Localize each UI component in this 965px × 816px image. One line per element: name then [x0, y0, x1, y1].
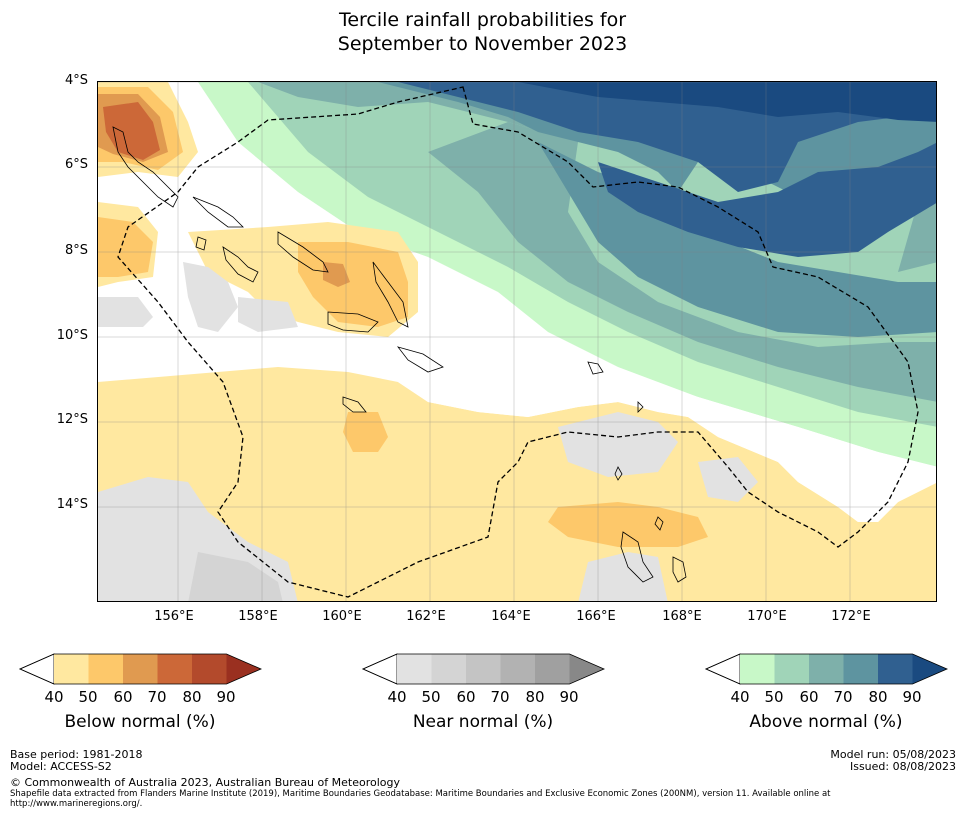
y-label-14s: 14°S — [56, 497, 88, 512]
below-tick-90: 90 — [216, 688, 236, 706]
near-40-south-mid — [558, 412, 678, 477]
above-tick-70: 70 — [833, 688, 853, 706]
y-label-8s: 8°S — [64, 243, 88, 258]
near-swatch-3 — [500, 654, 535, 684]
below-swatch-0 — [54, 654, 89, 684]
below-tick-80: 80 — [182, 688, 202, 706]
above-swatch-4 — [878, 654, 913, 684]
below-50-south-east — [548, 502, 708, 547]
model-run-date: Model run: 05/08/2023 — [830, 748, 956, 761]
below-tick-50: 50 — [78, 688, 98, 706]
coastlines — [112, 126, 687, 583]
x-label-170e: 170°E — [747, 609, 787, 624]
near-swatch-1 — [431, 654, 466, 684]
below-normal-colorbar — [19, 653, 263, 685]
y-label-10s: 10°S — [56, 328, 88, 343]
near-swatch-2 — [466, 654, 501, 684]
title-line-2: September to November 2023 — [337, 33, 628, 55]
above-tick-90: 90 — [902, 688, 922, 706]
above-60b-region — [428, 122, 936, 402]
x-label-162e: 162°E — [406, 609, 446, 624]
near-tick-70: 70 — [490, 688, 510, 706]
above-80b-region — [598, 143, 936, 257]
near-40-west-c — [238, 297, 298, 332]
near-swatch-0 — [397, 654, 432, 684]
near-normal-colorbar — [362, 653, 606, 685]
above-90-region — [518, 82, 936, 122]
near-40-west-b — [183, 262, 238, 332]
model-name: Model: ACCESS-S2 — [10, 760, 112, 773]
below-under-arrow — [19, 653, 55, 685]
above-swatch-0 — [740, 654, 775, 684]
near-over-arrow — [569, 654, 604, 684]
x-label-172e: 172°E — [831, 609, 871, 624]
above-tick-60: 60 — [799, 688, 819, 706]
x-label-168e: 168°E — [662, 609, 702, 624]
shapefile-attribution: Shapefile data extracted from Flanders M… — [10, 789, 831, 809]
below-swatch-1 — [88, 654, 123, 684]
x-label-164e: 164°E — [491, 609, 531, 624]
above-normal-label: Above normal (%) — [749, 712, 903, 732]
near-swatch-4 — [535, 654, 570, 684]
below-70-northwest — [103, 102, 160, 160]
issued-date: Issued: 08/08/2023 — [849, 760, 956, 773]
near-tick-40: 40 — [387, 688, 407, 706]
x-label-158e: 158°E — [238, 609, 278, 624]
near-normal-label: Near normal (%) — [412, 712, 554, 732]
below-swatch-3 — [157, 654, 192, 684]
above-swatch-3 — [843, 654, 878, 684]
near-40-west-a — [98, 297, 153, 327]
copyright-notice: © Commonwealth of Australia 2023, Austra… — [10, 776, 400, 789]
below-over-arrow — [226, 654, 261, 684]
x-label-156e: 156°E — [154, 609, 194, 624]
below-normal-label: Below normal (%) — [64, 712, 216, 732]
map-canvas — [98, 82, 936, 601]
below-tick-70: 70 — [147, 688, 167, 706]
below-swatch-2 — [123, 654, 158, 684]
y-label-12s: 12°S — [56, 412, 88, 427]
near-under-arrow — [362, 653, 398, 685]
map-title: Tercile rainfall probabilities for Septe… — [0, 8, 965, 56]
near-tick-60: 60 — [456, 688, 476, 706]
below-swatch-4 — [192, 654, 227, 684]
neutral-gap — [398, 342, 936, 522]
above-swatch-2 — [809, 654, 844, 684]
eez-boundary — [117, 86, 919, 598]
near-40-south-east — [578, 552, 668, 601]
base-period: Base period: 1981-2018 — [10, 748, 143, 761]
near-40-east-coast — [698, 457, 758, 502]
y-label-4s: 4°S — [64, 73, 88, 88]
near-tick-80: 80 — [525, 688, 545, 706]
y-label-6s: 6°S — [64, 157, 88, 172]
below-tick-40: 40 — [44, 688, 64, 706]
above-over-arrow — [912, 654, 947, 684]
x-label-160e: 160°E — [322, 609, 362, 624]
title-line-1: Tercile rainfall probabilities for — [338, 9, 627, 31]
above-tick-80: 80 — [868, 688, 888, 706]
above-swatch-1 — [774, 654, 809, 684]
above-normal-colorbar — [705, 653, 949, 685]
above-tick-50: 50 — [764, 688, 784, 706]
graticule — [98, 82, 936, 601]
above-tick-40: 40 — [730, 688, 750, 706]
near-50-south-west — [188, 552, 283, 601]
above-under-arrow — [705, 653, 741, 685]
near-tick-50: 50 — [421, 688, 441, 706]
below-40-south — [98, 367, 936, 601]
below-60-solomons — [323, 262, 350, 287]
x-label-166e: 166°E — [576, 609, 616, 624]
probability-map — [97, 81, 937, 602]
near-tick-90: 90 — [559, 688, 579, 706]
below-tick-60: 60 — [113, 688, 133, 706]
below-50-west — [98, 217, 153, 277]
